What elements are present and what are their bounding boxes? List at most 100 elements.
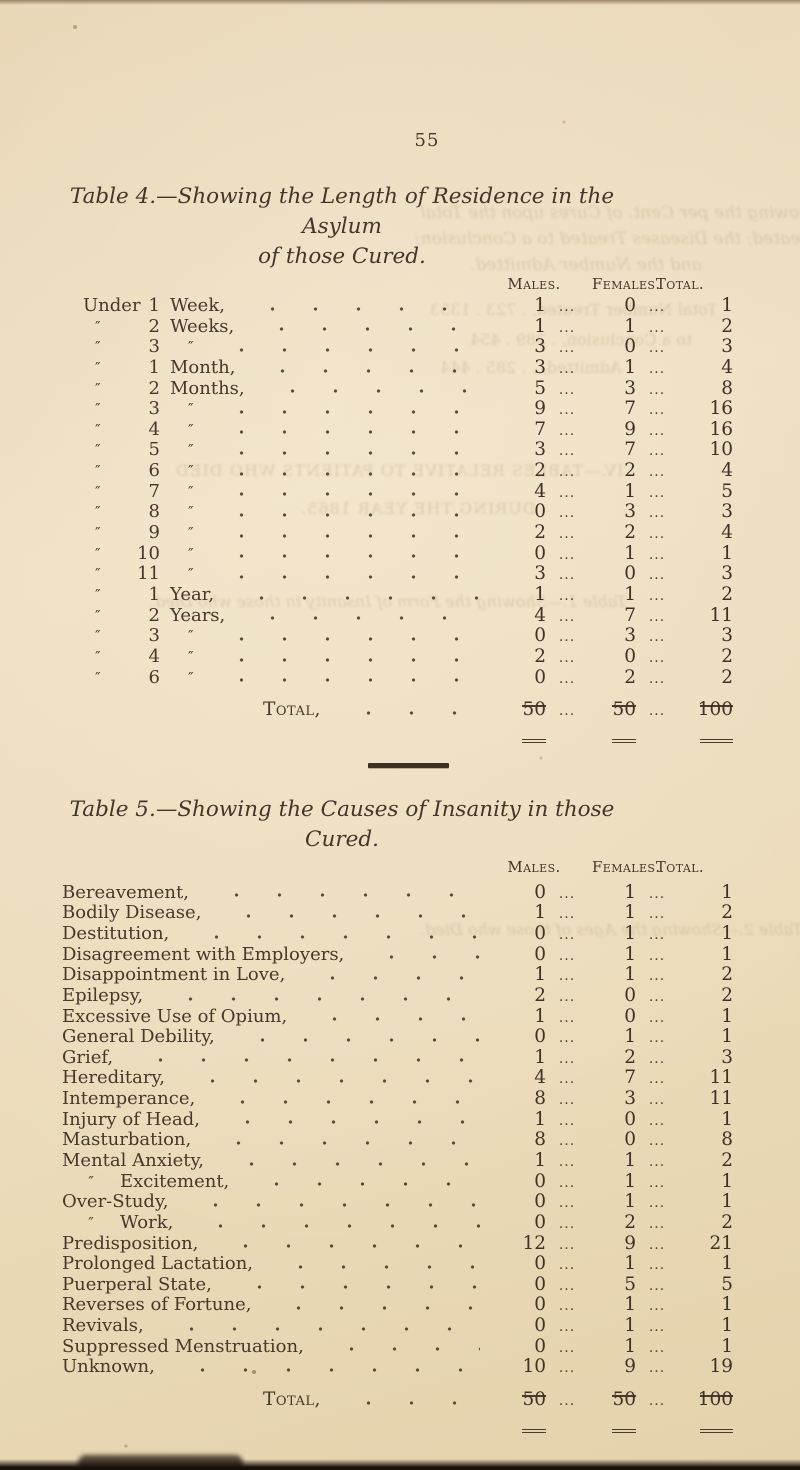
females-value: 9	[624, 1356, 636, 1378]
table-row: Injury of Head, 1... 0... 1	[62, 1109, 735, 1131]
page-bottom-edge	[0, 1459, 800, 1470]
row-label-number: 11	[137, 563, 160, 585]
males-value: 1	[534, 315, 546, 337]
total-value: 8	[721, 377, 733, 399]
females-value: 1	[624, 1294, 636, 1316]
leader-dots	[315, 1336, 480, 1358]
total-value: 11	[709, 604, 733, 626]
total-value: 10	[709, 439, 733, 461]
total-males: 50	[522, 1389, 546, 1411]
leader-dots	[203, 1130, 480, 1151]
row-label-prefix: ″	[95, 441, 101, 460]
table4-rows: Under 1 Week, 1... 0... 1 ″ 2 Weeks, 1... 1... 2 ″ 3 ″…	[62, 295, 735, 689]
leader-dots	[205, 543, 480, 565]
column-dots: ...	[558, 1092, 576, 1109]
row-label-unit: Years,	[170, 604, 226, 626]
leader-dots	[332, 700, 480, 722]
males-value: 1	[534, 902, 546, 924]
males-value: 4	[534, 480, 546, 502]
row-label-unit: ″	[188, 503, 194, 522]
males-value: 0	[534, 1026, 546, 1048]
column-dots: ...	[558, 1257, 576, 1274]
row-label-number: 6	[148, 460, 160, 482]
males-value: 0	[534, 1315, 546, 1337]
row-label-unit: ″	[188, 482, 194, 501]
males-value: 10	[522, 1356, 546, 1378]
row-label-unit: ″	[188, 400, 194, 419]
column-dots: ...	[648, 587, 666, 604]
column-dots: ...	[648, 968, 666, 985]
sum-rule	[612, 1395, 636, 1397]
column-header-males: Males.	[507, 857, 561, 876]
leader-dots	[241, 1171, 480, 1193]
total-value: 2	[721, 315, 733, 337]
total-value: 19	[709, 1356, 733, 1378]
row-label: Epilepsy,	[62, 984, 144, 1006]
row-label: Reverses of Fortune,	[62, 1294, 252, 1316]
row-label: Prolonged Lactation,	[62, 1253, 254, 1275]
row-label: Bodily Disease,	[62, 902, 202, 924]
table-row: Unknown, 10... 9... 19	[62, 1356, 735, 1379]
females-value: 1	[624, 1335, 636, 1357]
row-label-number: 2	[148, 377, 160, 399]
total-label: Total,	[263, 1389, 321, 1411]
column-dots: ...	[648, 1030, 666, 1047]
females-value: 1	[624, 1026, 636, 1048]
row-label: Predisposition,	[62, 1232, 199, 1254]
leader-dots	[223, 1274, 480, 1296]
total-value: 4	[721, 356, 733, 378]
row-label-unit: Weeks,	[170, 315, 235, 337]
column-dots: ...	[558, 1215, 576, 1232]
males-value: 2	[534, 645, 546, 667]
column-dots: ...	[558, 968, 576, 985]
table-row: ″ 10 ″ 0... 1... 1	[62, 543, 735, 565]
table-row: ″ 5 ″ 3... 7... 10	[62, 439, 735, 462]
column-dots: ...	[558, 608, 576, 625]
total-value: 4	[721, 522, 733, 544]
males-value: 3	[534, 336, 546, 358]
leader-dots	[155, 1316, 480, 1337]
column-dots: ...	[648, 1298, 666, 1315]
table-row: Mental Anxiety, 1... 1... 2	[62, 1150, 735, 1172]
column-dots: ...	[558, 649, 576, 666]
females-value: 7	[624, 1067, 636, 1089]
males-value: 8	[534, 1088, 546, 1110]
leader-dots	[213, 903, 480, 924]
leader-dots	[205, 502, 480, 524]
total-value: 2	[721, 902, 733, 924]
females-value: 1	[624, 1170, 636, 1192]
row-label-prefix: ″	[95, 503, 101, 522]
females-value: 1	[624, 902, 636, 924]
column-dots: ...	[558, 1360, 576, 1377]
column-dots: ...	[558, 1319, 576, 1336]
females-value: 3	[624, 1088, 636, 1110]
leader-dots	[205, 481, 480, 503]
column-dots: ...	[558, 464, 576, 481]
leader-dots	[211, 1109, 480, 1131]
column-dots: ...	[558, 443, 576, 460]
column-dots: ...	[648, 526, 666, 543]
column-dots: ...	[558, 1154, 576, 1170]
males-value: 0	[534, 922, 546, 944]
row-label: Excitement,	[120, 1170, 230, 1192]
females-value: 2	[624, 522, 636, 544]
double-rule	[612, 738, 636, 744]
table5-overline-row	[62, 1378, 735, 1397]
table-row: Under 1 Week, 1... 0... 1	[62, 295, 735, 317]
column-dots: ...	[558, 629, 576, 646]
females-value: 1	[624, 881, 636, 903]
row-label-unit: Month,	[170, 356, 236, 378]
column-dots: ...	[558, 546, 576, 563]
females-value: 2	[624, 666, 636, 688]
column-dots: ...	[558, 906, 576, 923]
column-dots: ...	[558, 1030, 576, 1047]
column-dots: ...	[648, 1092, 666, 1109]
total-value: 2	[721, 666, 733, 688]
table-row: Revivals, 0... 1... 1	[62, 1315, 735, 1337]
table4-overline-row	[62, 688, 735, 707]
column-dots: ...	[648, 546, 666, 563]
females-value: 2	[624, 1211, 636, 1233]
column-dots: ...	[558, 1133, 576, 1150]
column-dots: ...	[648, 670, 666, 687]
females-value: 1	[624, 922, 636, 944]
